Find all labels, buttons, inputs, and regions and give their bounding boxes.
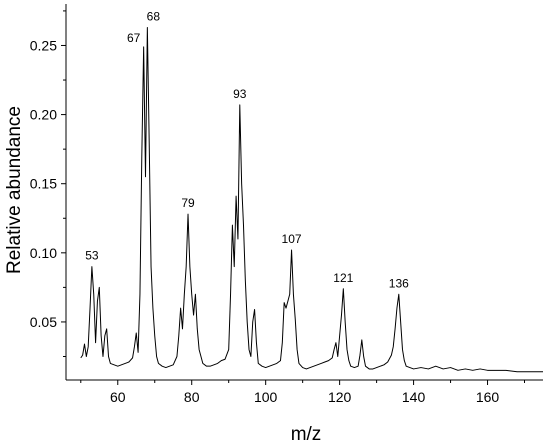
peak-label-79: 79 [181, 196, 195, 210]
y-axis-ticks: 0.05 0.10 0.15 0.20 0.25 [30, 10, 66, 357]
y-tick-label: 0.25 [30, 37, 57, 53]
y-tick-label: 0.10 [30, 245, 57, 261]
peak-label-107: 107 [282, 232, 302, 246]
y-tick-label: 0.20 [30, 107, 57, 123]
spectrum-line-0 [80, 27, 543, 373]
plot-area [80, 27, 543, 373]
peak-label-93: 93 [233, 87, 247, 101]
x-tick-label: 120 [328, 389, 352, 405]
x-axis-ticks: 60 80 100 120 140 160 [80, 380, 526, 405]
x-tick-label: 140 [402, 389, 426, 405]
peak-label-121: 121 [333, 271, 353, 285]
y-tick-label: 0.15 [30, 176, 57, 192]
peak-label-68: 68 [147, 10, 161, 24]
peak-label-136: 136 [389, 276, 409, 290]
y-axis-title: Relative abundance [4, 106, 25, 274]
y-tick-label: 0.05 [30, 314, 57, 330]
x-tick-label: 100 [254, 389, 278, 405]
x-axis-title: m/z [291, 424, 322, 445]
peak-labels: 53 67 68 79 93 107 121 136 [85, 10, 409, 291]
x-tick-label: 60 [110, 389, 126, 405]
x-tick-label: 80 [184, 389, 200, 405]
x-tick-label: 160 [476, 389, 500, 405]
peak-label-53: 53 [85, 249, 99, 263]
peak-label-67: 67 [127, 31, 141, 45]
